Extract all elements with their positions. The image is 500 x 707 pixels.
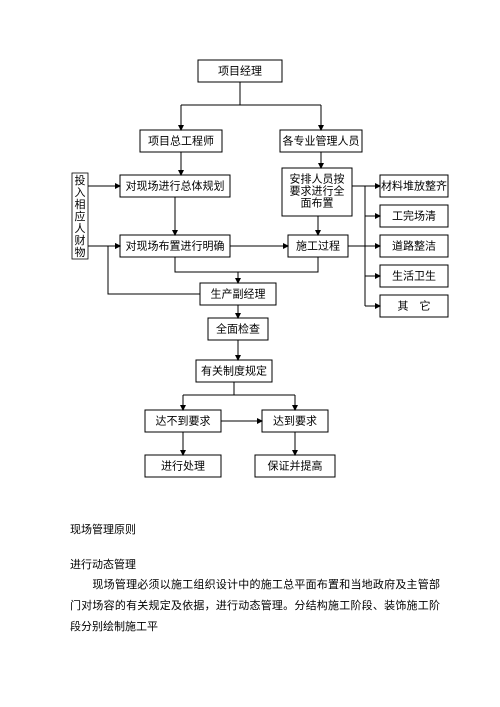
side-label-3: 应 bbox=[75, 209, 86, 223]
node-arrange-l1: 安排人员按 bbox=[290, 172, 345, 186]
node-r1-label: 材料堆放整齐 bbox=[381, 179, 447, 193]
node-ensure-label: 保证并提高 bbox=[268, 459, 323, 473]
side-label-4: 人 bbox=[75, 222, 86, 235]
node-r5-label: 其 它 bbox=[398, 299, 431, 313]
node-clarify-label: 对现场布置进行明确 bbox=[126, 239, 225, 253]
paragraph-body: 现场管理必须以施工组织设计中的施工总平面布置和当地政府及主管部门对场容的有关规定… bbox=[70, 575, 440, 638]
node-r3-label: 道路整洁 bbox=[392, 239, 436, 253]
node-deputy-label: 生产副经理 bbox=[211, 287, 266, 301]
side-label-0: 投 bbox=[75, 173, 86, 187]
node-pass-label: 达到要求 bbox=[273, 415, 317, 428]
node-arrange-l2: 要求进行全 bbox=[290, 184, 345, 198]
side-label-5: 财 bbox=[75, 233, 86, 247]
node-inspect-label: 全面检查 bbox=[216, 322, 260, 336]
node-arrange-l3: 面布置 bbox=[301, 197, 334, 210]
side-label-2: 相 bbox=[75, 198, 86, 211]
node-fail-label: 达不到要求 bbox=[156, 415, 211, 428]
heading-dynamic: 进行动态管理 bbox=[70, 555, 136, 576]
node-rules-label: 有关制度规定 bbox=[201, 364, 267, 378]
node-process-label: 施工过程 bbox=[296, 240, 340, 253]
side-label-6: 物 bbox=[75, 245, 86, 259]
page-root: 项目经理 项目总工程师 各专业管理人员 对现场进行总体规划 安排人员按 要求进行… bbox=[0, 0, 500, 707]
flowchart-canvas: 项目经理 项目总工程师 各专业管理人员 对现场进行总体规划 安排人员按 要求进行… bbox=[0, 0, 500, 495]
node-pm-label: 项目经理 bbox=[218, 65, 262, 78]
node-r2-label: 工完场清 bbox=[392, 209, 436, 223]
node-chief-label: 项目总工程师 bbox=[148, 134, 214, 148]
node-managers-label: 各专业管理人员 bbox=[283, 134, 360, 148]
side-label-1: 入 bbox=[75, 187, 86, 199]
node-handle-label: 进行处理 bbox=[161, 460, 205, 473]
node-plan-label: 对现场进行总体规划 bbox=[126, 179, 225, 193]
heading-principle: 现场管理原则 bbox=[70, 520, 136, 541]
node-r4-label: 生活卫生 bbox=[392, 269, 436, 283]
